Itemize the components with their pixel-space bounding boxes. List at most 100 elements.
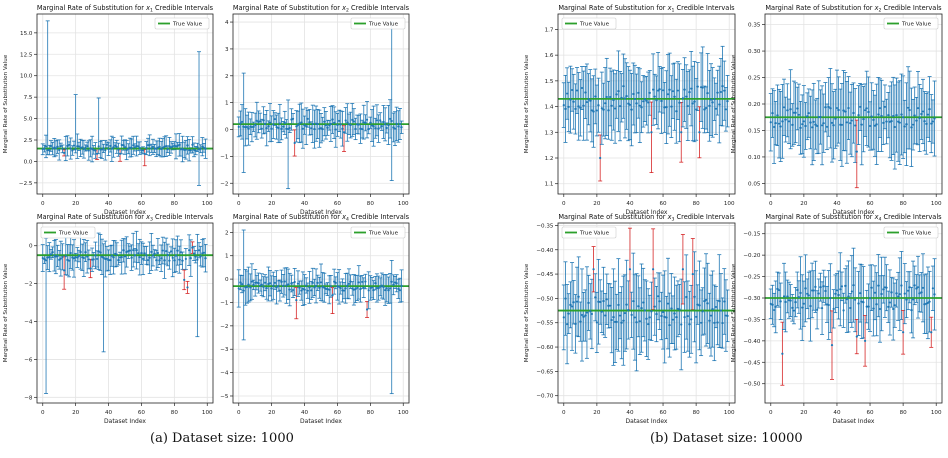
estimate-point <box>652 88 655 91</box>
estimate-point <box>323 286 326 289</box>
estimate-point <box>906 289 910 292</box>
estimate-point <box>178 143 181 146</box>
estimate-point <box>926 301 930 304</box>
estimate-point <box>58 258 61 261</box>
estimate-point <box>645 317 648 320</box>
estimate-point <box>898 121 901 124</box>
estimate-point <box>316 122 319 126</box>
estimate-point <box>161 249 164 252</box>
estimate-point <box>850 119 853 122</box>
y-axis-label: Marginal Rate of Substitution Value <box>524 54 530 153</box>
estimate-point <box>204 257 207 260</box>
estimate-point <box>713 321 716 324</box>
estimate-point <box>716 321 719 324</box>
estimate-point <box>138 147 141 150</box>
estimate-point <box>577 105 580 108</box>
estimate-point <box>660 99 663 103</box>
estimate-point <box>628 268 632 271</box>
estimate-point <box>883 105 887 108</box>
estimate-point <box>260 127 263 130</box>
estimate-point <box>273 117 277 121</box>
estimate-point <box>703 299 706 303</box>
estimate-point <box>570 305 574 308</box>
estimate-point <box>599 300 602 304</box>
estimate-point <box>288 288 291 291</box>
estimate-point <box>150 147 153 150</box>
estimate-point <box>48 148 51 152</box>
estimate-point <box>267 282 270 286</box>
estimate-point <box>265 287 268 290</box>
estimate-point <box>633 316 637 319</box>
estimate-point <box>897 120 900 123</box>
chart-title-subscript: 4 <box>346 217 349 223</box>
estimate-point <box>377 287 380 290</box>
estimate-point <box>782 106 786 109</box>
estimate-point <box>777 288 781 292</box>
estimate-point <box>691 272 694 276</box>
estimate-point <box>597 300 600 303</box>
estimate-point <box>357 281 360 284</box>
estimate-point <box>155 147 158 150</box>
estimate-point <box>647 101 650 104</box>
estimate-point <box>331 118 334 121</box>
estimate-point <box>830 344 834 347</box>
estimate-point <box>362 286 365 289</box>
estimate-point <box>862 118 865 121</box>
estimate-point <box>676 307 680 310</box>
estimate-point <box>665 316 668 319</box>
x-tick-label: 60 <box>138 410 146 416</box>
estimate-point <box>911 123 915 126</box>
estimate-point <box>105 143 109 146</box>
estimate-point <box>931 120 935 123</box>
estimate-point <box>613 320 617 323</box>
estimate-point <box>671 90 675 93</box>
estimate-point <box>584 314 587 317</box>
estimate-point <box>104 257 107 261</box>
x-tick-label: 0 <box>562 201 566 207</box>
estimate-point <box>703 108 706 111</box>
y-tick-label: 1.1 <box>545 182 554 188</box>
estimate-point <box>714 305 718 309</box>
estimate-point <box>910 309 913 312</box>
estimate-point <box>109 144 112 148</box>
estimate-point <box>183 278 186 281</box>
estimate-point <box>678 308 681 311</box>
estimate-point <box>51 251 54 254</box>
estimate-point <box>293 141 296 145</box>
estimate-point <box>855 335 858 338</box>
estimate-point <box>701 86 704 89</box>
estimate-point <box>822 122 825 125</box>
estimate-point <box>675 316 678 319</box>
estimate-point <box>181 259 184 262</box>
estimate-point <box>296 282 300 285</box>
estimate-point <box>567 105 570 108</box>
estimate-point <box>665 106 668 109</box>
estimate-point <box>655 99 658 102</box>
y-tick-label: −8 <box>24 395 33 401</box>
estimate-point <box>298 286 301 289</box>
estimate-point <box>594 296 597 299</box>
estimate-point <box>254 123 257 127</box>
estimate-point <box>186 286 189 289</box>
estimate-point <box>695 108 698 111</box>
estimate-point <box>627 102 630 105</box>
estimate-point <box>905 123 908 126</box>
estimate-point <box>66 258 69 262</box>
estimate-point <box>612 98 615 102</box>
estimate-point <box>171 256 174 259</box>
estimate-point <box>792 309 796 312</box>
estimate-point <box>706 302 709 305</box>
chart-title-suffix: Credible Intervals <box>349 4 410 12</box>
estimate-point <box>928 300 931 303</box>
estimate-point <box>585 100 589 104</box>
estimate-point <box>802 302 805 305</box>
estimate-point <box>604 314 607 317</box>
estimate-point <box>295 299 298 302</box>
estimate-point <box>673 312 676 315</box>
y-tick-label: 10.0 <box>20 74 33 80</box>
axes-frame <box>36 222 214 404</box>
estimate-point <box>872 118 875 121</box>
y-tick-label: −2 <box>220 324 228 330</box>
estimate-point <box>201 145 204 148</box>
estimate-point <box>117 148 120 151</box>
